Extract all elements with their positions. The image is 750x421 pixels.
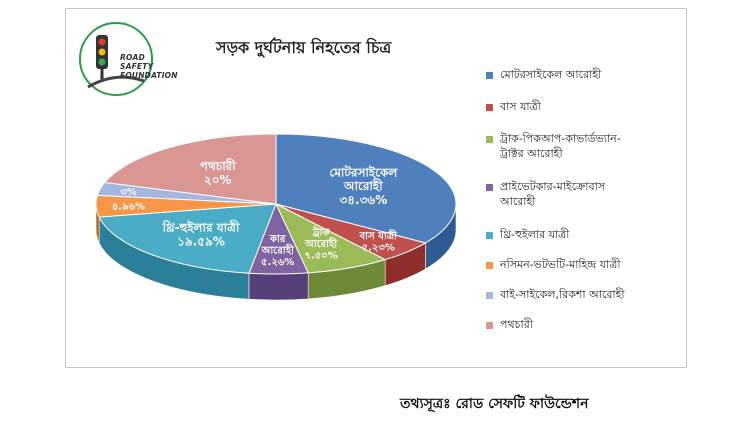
logo-emblem-icon <box>79 22 153 96</box>
legend-label-line: প্রাইভেটকার-মাইক্রোবাস <box>500 180 606 193</box>
slice-data-label: ৩% <box>120 187 137 198</box>
slice-data-label-line: ১৯.৫৯% <box>177 234 225 248</box>
legend-label-line: বাই-সাইকেল,রিকশা আরোহী <box>500 288 625 301</box>
slice-data-label-line: ৩৪.৩৬% <box>339 193 387 207</box>
pie-slice <box>275 133 457 244</box>
chart-title: সড়ক দুর্ঘটনায় নিহতের চিত্র <box>216 38 392 57</box>
slice-data-label: মোটরসাইকেল আরোহী ৩৪.৩৬% <box>329 164 398 207</box>
slice-data-label: ৪.৯৬% <box>112 201 145 212</box>
slice-data-label-line: ৫.২৩% <box>362 243 395 254</box>
legend-swatch <box>486 322 493 329</box>
pie-slice <box>103 133 277 205</box>
slice-data-label-line: ৫.২৬% <box>261 257 294 268</box>
legend-swatch <box>486 292 493 299</box>
legend-swatch <box>486 232 493 239</box>
slice-data-label-line: ট্রাক <box>312 226 331 239</box>
slice-data-label-line: মোটরসাইকেল <box>329 164 398 179</box>
legend-label-line: বাস যাত্রী <box>500 100 541 113</box>
slice-data-label-line: আরোহী <box>343 178 383 193</box>
slice-data-label: থ্রি-হুইলার যাত্রী ১৯.৫৯% <box>162 220 240 249</box>
legend-label-line: থ্রি-হুইলার যাত্রী <box>500 228 570 241</box>
slice-data-label-line: আরোহী <box>261 243 295 257</box>
legend-label-line: মোটরসাইকেল আরোহী <box>500 68 602 81</box>
slice-data-label-line: পথচারী <box>200 158 236 173</box>
data-source-note: তথ্যসূত্রঃ রোড সেফটি ফাউন্ডেশন <box>400 396 589 412</box>
pie-side-walls <box>95 203 457 301</box>
logo-text-line: SAFETY <box>120 62 154 71</box>
legend-label: প্রাইভেটকার-মাইক্রোবাস আরোহী <box>500 179 680 209</box>
legend-label-line: ট্রাক্টর আরোহী <box>500 147 563 160</box>
slice-data-label: পথচারী ২০% <box>200 158 236 187</box>
logo-text-line: ROAD <box>120 53 145 62</box>
legend-label: বাস যাত্রী <box>500 99 680 114</box>
slice-data-label-line: কার <box>269 234 286 245</box>
legend-swatch <box>486 72 493 79</box>
road-safety-foundation-logo: ROAD SAFETY FOUNDATION <box>78 21 178 97</box>
slice-data-label: ট্রাক আরোহী ৭.৫০% <box>304 226 338 262</box>
legend-label-line: নসিমন-ভটভটি-মাহিন্দ্র যাত্রী <box>500 258 621 271</box>
legend-label: ট্রাক-পিকআপ-কাভার্ডভ্যান- ট্রাক্টর আরোহী <box>500 131 680 161</box>
legend-label-line: ট্রাক-পিকআপ-কাভার্ডভ্যান- <box>500 132 621 145</box>
slice-data-label-line: বাস যাত্রী <box>359 228 399 242</box>
legend-swatch <box>486 136 493 143</box>
slice-data-label-line: ৩% <box>120 187 137 198</box>
legend-label: থ্রি-হুইলার যাত্রী <box>500 227 680 242</box>
logo-text-line: FOUNDATION <box>120 71 178 80</box>
pie-chart: মোটরসাইকেল আরোহী ৩৪.৩৬%বাস যাত্রী ৫.২৩%ট্রা… <box>95 133 457 301</box>
slice-data-label: কার আরোহী ৫.২৬% <box>261 234 295 268</box>
chart-panel: ROAD SAFETY FOUNDATION সড়ক দুর্ঘটনায় ন… <box>65 8 687 368</box>
slice-data-label: বাস যাত্রী ৫.২৩% <box>359 228 399 254</box>
legend-swatch <box>486 104 493 111</box>
slice-data-label-line: আরোহী <box>304 236 338 250</box>
legend-label: পথচারী <box>500 317 680 332</box>
slice-data-label-line: থ্রি-হুইলার যাত্রী <box>162 220 240 235</box>
slice-data-label-line: ২০% <box>204 173 232 187</box>
legend-label-line: পথচারী <box>500 318 533 331</box>
slice-data-label-line: ৭.৫০% <box>304 251 337 262</box>
legend-label-line: আরোহী <box>500 195 536 208</box>
pie-labels: মোটরসাইকেল আরোহী ৩৪.৩৬%বাস যাত্রী ৫.২৩%ট্রা… <box>112 158 399 268</box>
slice-data-label-line: ৪.৯৬% <box>112 201 145 212</box>
legend-swatch <box>486 184 493 191</box>
pie-slice <box>98 203 277 274</box>
logo-text: ROAD SAFETY FOUNDATION <box>120 53 178 80</box>
legend-swatch <box>486 262 493 269</box>
pie-top-faces <box>95 133 457 275</box>
pie-slice-side <box>248 272 309 301</box>
legend-label: বাই-সাইকেল,রিকশা আরোহী <box>500 287 680 302</box>
legend-label: নসিমন-ভটভটি-মাহিন্দ্র যাত্রী <box>500 257 680 272</box>
legend-label: মোটরসাইকেল আরোহী <box>500 67 680 82</box>
